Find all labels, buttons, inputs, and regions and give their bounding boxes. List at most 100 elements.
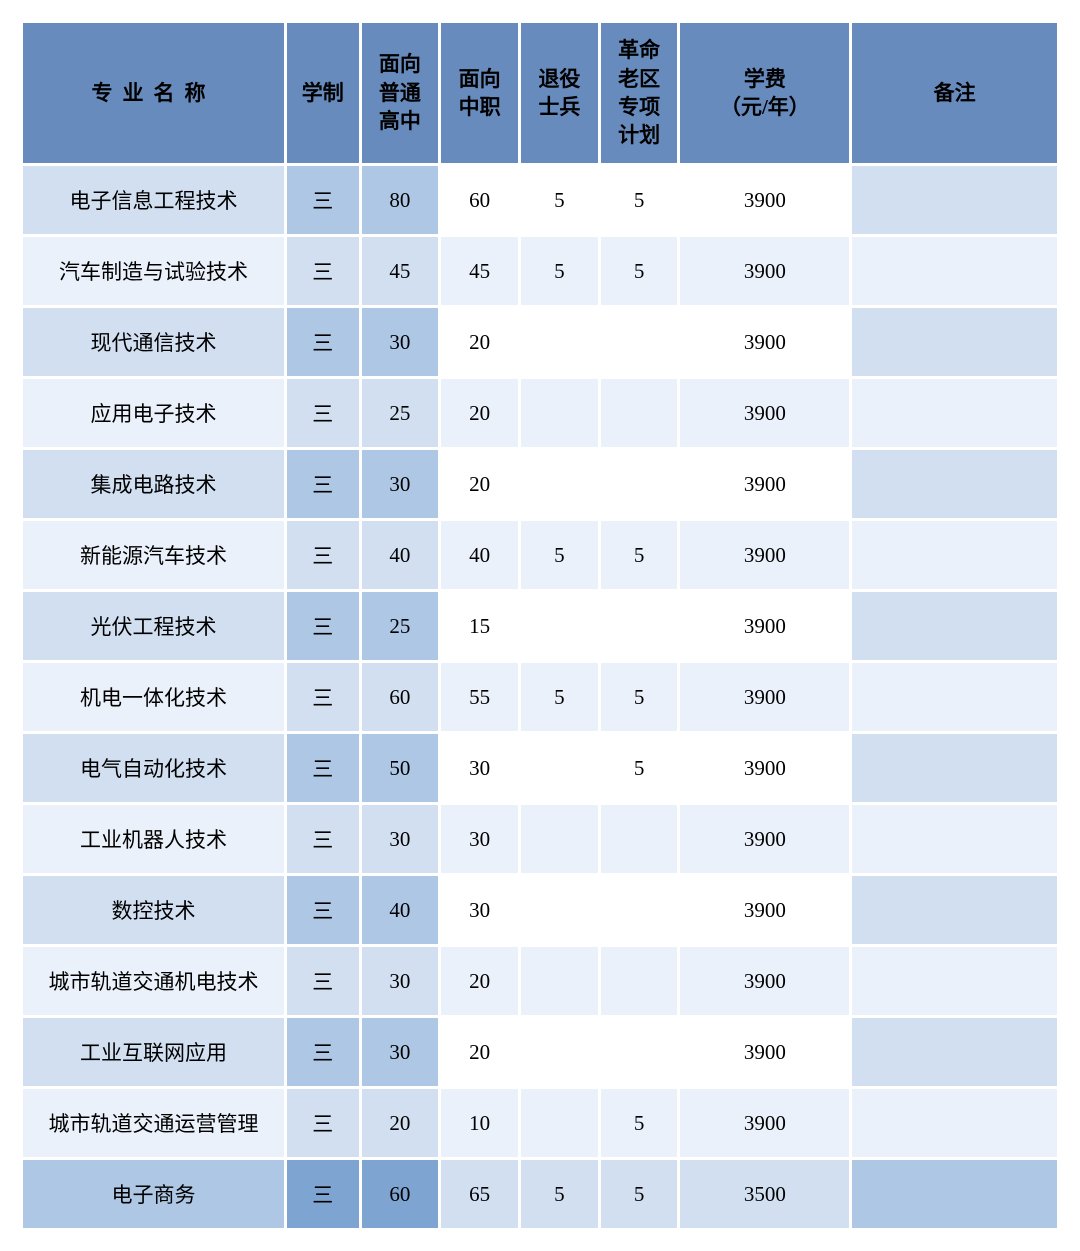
cell-major: 集成电路技术 — [23, 450, 284, 518]
cell-veteran — [521, 1089, 598, 1157]
cell-major: 应用电子技术 — [23, 379, 284, 447]
header-major: 专业名称 — [23, 23, 284, 163]
cell-major: 数控技术 — [23, 876, 284, 944]
cell-vocational: 55 — [441, 663, 518, 731]
header-veteran: 退役士兵 — [521, 23, 598, 163]
table-body: 电子信息工程技术三8060553900汽车制造与试验技术三4545553900现… — [23, 166, 1057, 1228]
cell-tuition: 3900 — [680, 876, 849, 944]
header-revolutionary-line: 计划 — [618, 123, 660, 147]
cell-veteran — [521, 734, 598, 802]
cell-vocational: 45 — [441, 237, 518, 305]
header-revolutionary: 革命老区专项计划 — [601, 23, 678, 163]
cell-tuition: 3900 — [680, 1089, 849, 1157]
cell-major: 现代通信技术 — [23, 308, 284, 376]
cell-vocational: 20 — [441, 308, 518, 376]
table-row: 机电一体化技术三6055553900 — [23, 663, 1057, 731]
cell-duration: 三 — [287, 663, 359, 731]
cell-tuition: 3900 — [680, 450, 849, 518]
cell-veteran — [521, 876, 598, 944]
cell-general_hs: 30 — [362, 1018, 439, 1086]
table-row: 光伏工程技术三2515 3900 — [23, 592, 1057, 660]
header-row: 专业名称学制面向普通高中面向中职退役士兵革命老区专项计划学费（元/年）备注 — [23, 23, 1057, 163]
cell-veteran: 5 — [521, 237, 598, 305]
cell-duration: 三 — [287, 805, 359, 873]
header-tuition-line: 学费 — [744, 67, 786, 91]
cell-major: 城市轨道交通运营管理 — [23, 1089, 284, 1157]
header-veteran-line: 退役 — [538, 67, 580, 91]
cell-duration: 三 — [287, 379, 359, 447]
cell-note — [852, 947, 1057, 1015]
cell-duration: 三 — [287, 876, 359, 944]
table-row: 现代通信技术三30203900 — [23, 308, 1057, 376]
cell-revolutionary — [601, 1018, 678, 1086]
cell-revolutionary: 5 — [601, 734, 678, 802]
table-row: 电子信息工程技术三8060553900 — [23, 166, 1057, 234]
table-row: 城市轨道交通机电技术三30203900 — [23, 947, 1057, 1015]
table-row: 集成电路技术三30203900 — [23, 450, 1057, 518]
cell-note — [852, 1160, 1057, 1228]
cell-tuition: 3900 — [680, 166, 849, 234]
cell-duration: 三 — [287, 1018, 359, 1086]
cell-vocational: 10 — [441, 1089, 518, 1157]
cell-general_hs: 25 — [362, 592, 439, 660]
cell-note — [852, 1018, 1057, 1086]
cell-note — [852, 166, 1057, 234]
cell-general_hs: 60 — [362, 663, 439, 731]
table-row: 数控技术三40303900 — [23, 876, 1057, 944]
cell-tuition: 3900 — [680, 237, 849, 305]
cell-major: 新能源汽车技术 — [23, 521, 284, 589]
cell-note — [852, 521, 1057, 589]
header-duration-line: 学制 — [302, 81, 344, 105]
cell-general_hs: 50 — [362, 734, 439, 802]
cell-duration: 三 — [287, 1089, 359, 1157]
cell-duration: 三 — [287, 1160, 359, 1228]
cell-tuition: 3900 — [680, 805, 849, 873]
cell-revolutionary: 5 — [601, 166, 678, 234]
cell-major: 城市轨道交通机电技术 — [23, 947, 284, 1015]
header-revolutionary-line: 专项 — [618, 95, 660, 119]
header-vocational: 面向中职 — [441, 23, 518, 163]
cell-revolutionary — [601, 876, 678, 944]
cell-general_hs: 25 — [362, 379, 439, 447]
cell-duration: 三 — [287, 521, 359, 589]
header-tuition-line: （元/年） — [720, 95, 810, 119]
cell-revolutionary — [601, 308, 678, 376]
cell-veteran — [521, 379, 598, 447]
cell-major: 工业互联网应用 — [23, 1018, 284, 1086]
cell-vocational: 15 — [441, 592, 518, 660]
cell-veteran: 5 — [521, 1160, 598, 1228]
cell-major: 光伏工程技术 — [23, 592, 284, 660]
cell-vocational: 60 — [441, 166, 518, 234]
cell-major: 电气自动化技术 — [23, 734, 284, 802]
cell-revolutionary — [601, 379, 678, 447]
cell-veteran — [521, 450, 598, 518]
header-vocational-line: 中职 — [459, 95, 501, 119]
cell-veteran: 5 — [521, 663, 598, 731]
majors-table: 专业名称学制面向普通高中面向中职退役士兵革命老区专项计划学费（元/年）备注 电子… — [20, 20, 1060, 1231]
header-vocational-line: 面向 — [459, 67, 501, 91]
cell-general_hs: 60 — [362, 1160, 439, 1228]
cell-note — [852, 734, 1057, 802]
cell-tuition: 3900 — [680, 1018, 849, 1086]
table-row: 新能源汽车技术三4040553900 — [23, 521, 1057, 589]
cell-note — [852, 805, 1057, 873]
cell-vocational: 20 — [441, 1018, 518, 1086]
cell-vocational: 20 — [441, 450, 518, 518]
cell-major: 汽车制造与试验技术 — [23, 237, 284, 305]
cell-revolutionary: 5 — [601, 1089, 678, 1157]
cell-general_hs: 30 — [362, 450, 439, 518]
cell-duration: 三 — [287, 237, 359, 305]
cell-tuition: 3900 — [680, 592, 849, 660]
cell-duration: 三 — [287, 308, 359, 376]
cell-note — [852, 450, 1057, 518]
table-row: 应用电子技术三25203900 — [23, 379, 1057, 447]
cell-revolutionary — [601, 450, 678, 518]
cell-veteran: 5 — [521, 521, 598, 589]
header-general_hs-line: 普通 — [379, 81, 421, 105]
cell-general_hs: 40 — [362, 521, 439, 589]
cell-duration: 三 — [287, 592, 359, 660]
cell-veteran — [521, 1018, 598, 1086]
cell-general_hs: 40 — [362, 876, 439, 944]
cell-tuition: 3900 — [680, 734, 849, 802]
cell-tuition: 3900 — [680, 663, 849, 731]
